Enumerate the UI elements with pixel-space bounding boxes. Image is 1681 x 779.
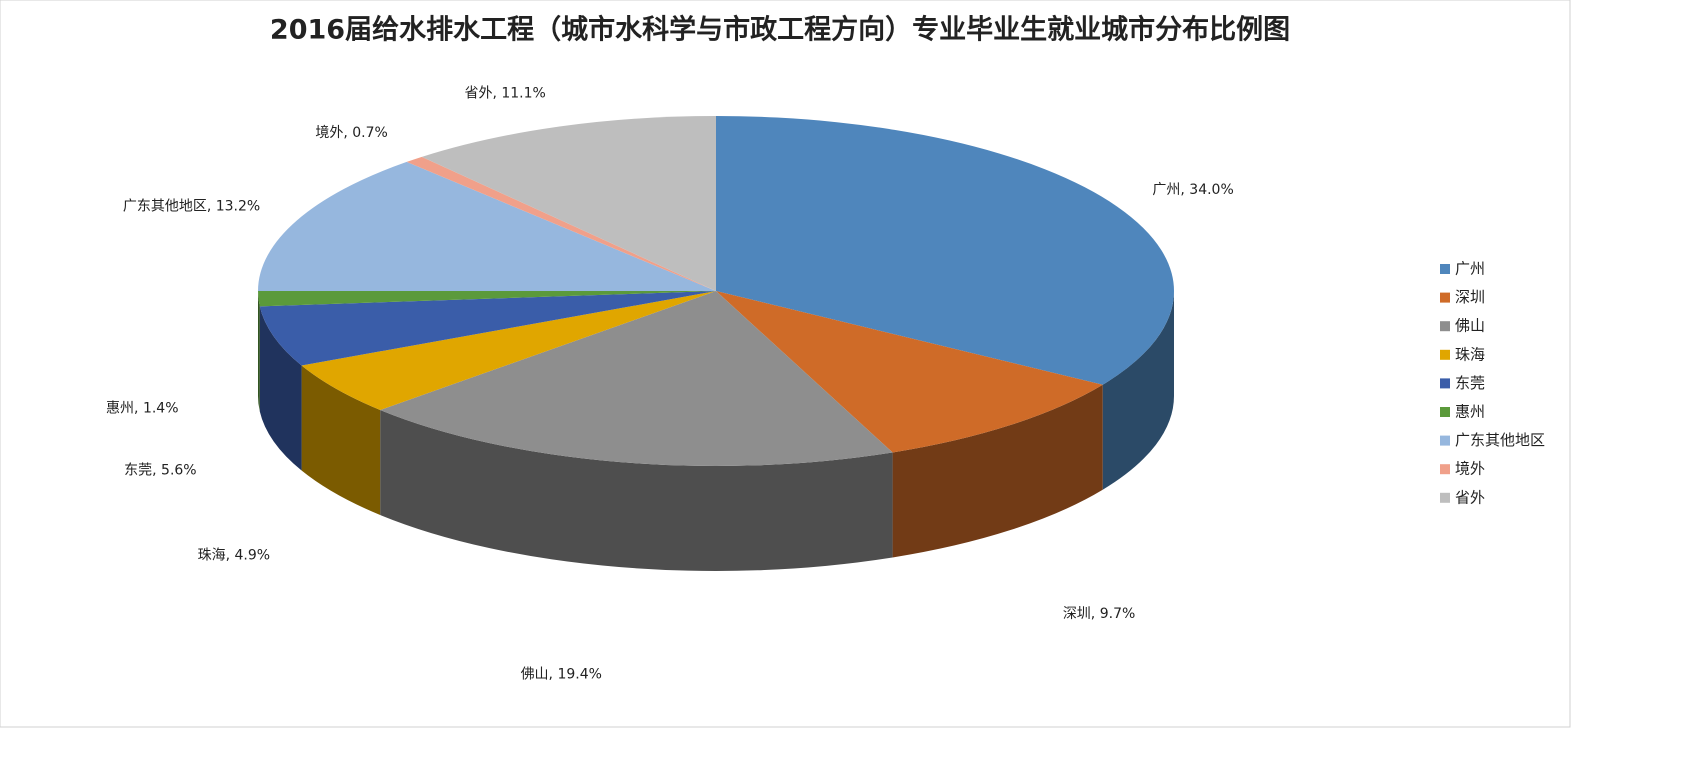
data-label: 珠海, 4.9% (198, 547, 270, 563)
legend-swatch (1440, 464, 1450, 475)
legend-label: 深圳 (1455, 288, 1485, 306)
slice (258, 161, 716, 291)
legend-swatch (1440, 492, 1450, 503)
legend-swatch (1440, 349, 1450, 360)
slice (421, 116, 716, 291)
legend-swatch (1440, 378, 1450, 389)
legend-swatch (1440, 264, 1450, 274)
legend-label: 省外 (1455, 488, 1485, 506)
slice-side (380, 409, 893, 571)
legend-swatch (1440, 407, 1450, 417)
data-label: 深圳, 9.7% (1063, 606, 1135, 622)
data-label: 广东其他地区, 13.2% (123, 198, 260, 214)
legend-label: 境外 (1455, 460, 1485, 478)
slice-side (892, 384, 1103, 558)
slice-side (301, 365, 381, 515)
legend-swatch (1440, 292, 1450, 303)
slice (716, 116, 1174, 385)
legend-label: 佛山 (1455, 317, 1485, 335)
legend-label: 东莞 (1455, 374, 1485, 392)
slice (406, 156, 716, 291)
slice (301, 291, 716, 410)
slice (380, 291, 893, 467)
data-label: 东莞, 5.6% (124, 462, 196, 478)
data-label: 境外, 0.7% (315, 125, 387, 141)
slice (259, 291, 716, 366)
legend-swatch (1440, 321, 1450, 332)
slice-side (259, 306, 302, 471)
legend-label: 珠海 (1455, 345, 1485, 363)
legend-label: 广东其他地区 (1455, 431, 1545, 449)
slice-side (258, 291, 260, 412)
slice-side (1102, 291, 1174, 490)
data-label: 惠州, 1.4% (106, 401, 178, 417)
legend-label: 惠州 (1455, 403, 1485, 421)
data-label: 佛山, 19.4% (521, 667, 602, 683)
slice (258, 291, 716, 307)
legend-swatch (1440, 435, 1450, 446)
chart-title: 2016届给水排水工程（城市水科学与市政工程方向）专业毕业生就业城市分布比例图 (270, 14, 1290, 46)
slice (716, 291, 1103, 453)
data-label: 省外, 11.1% (464, 86, 545, 102)
data-label: 广州, 34.0% (1152, 182, 1233, 198)
legend-label: 广州 (1455, 260, 1485, 278)
